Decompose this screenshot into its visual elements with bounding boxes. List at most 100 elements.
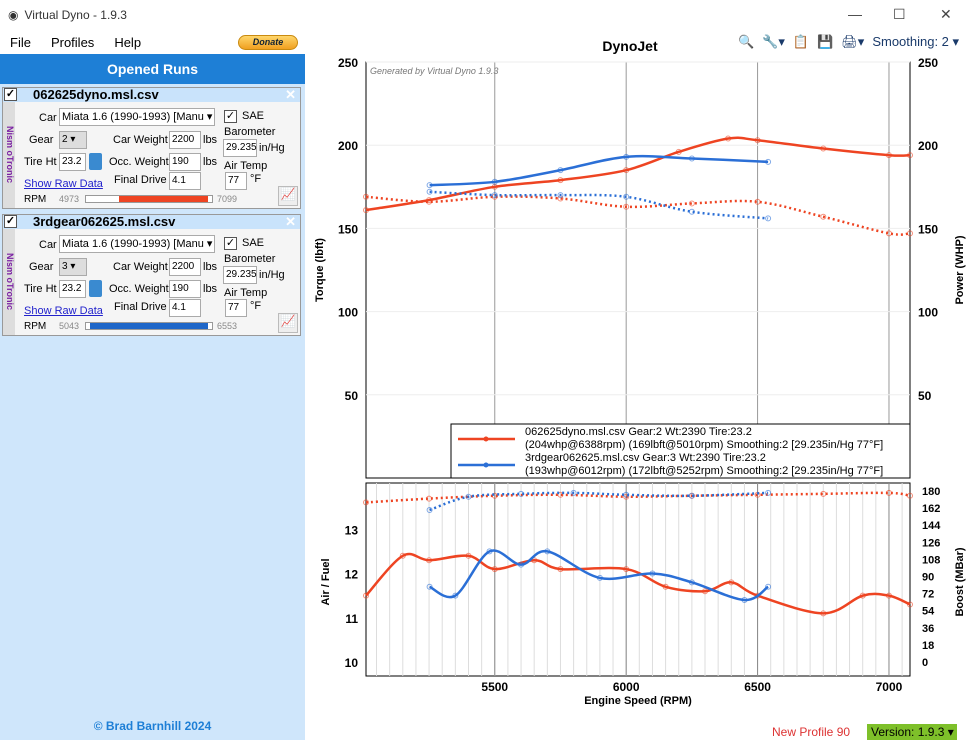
settings-icon[interactable]: 🔧▾	[762, 34, 785, 49]
profile-status[interactable]: New Profile 90	[772, 725, 851, 739]
air-temp-input[interactable]: 77	[225, 299, 247, 317]
save-icon[interactable]: 💾	[817, 34, 834, 49]
clipboard-icon[interactable]: 📋	[792, 34, 810, 49]
barometer-input[interactable]: 29.235	[223, 266, 257, 284]
afr-tick-label: 12	[345, 568, 359, 582]
data-point	[557, 491, 564, 498]
data-point	[885, 152, 892, 159]
menu-bar: File Profiles Help	[0, 30, 305, 54]
menu-help[interactable]: Help	[114, 34, 142, 50]
rpm-max: 6553	[217, 321, 238, 331]
boost-tick-label: 180	[922, 486, 940, 498]
gear-select[interactable]: 2 ▾	[59, 131, 87, 149]
boost-tick-label: 90	[922, 572, 934, 584]
torque-tick-label: 200	[338, 139, 358, 153]
rpm-range-fill	[90, 323, 208, 329]
legend-marker	[483, 462, 489, 468]
data-point	[623, 167, 630, 174]
data-point	[426, 495, 433, 502]
air-temp-unit: °F	[250, 300, 262, 312]
run-visible-checkbox[interactable]: ✓	[4, 215, 17, 228]
data-point	[426, 507, 433, 513]
series-line-2	[429, 154, 769, 187]
car-weight-input[interactable]: 2200	[169, 131, 201, 149]
torque-tick-label: 100	[338, 306, 358, 320]
power-tick-label: 200	[918, 139, 938, 153]
maximize-icon[interactable]: ☐	[893, 6, 906, 22]
rpm-range-fill	[119, 196, 208, 202]
tire-calculator-icon[interactable]	[89, 153, 102, 170]
final-drive-input[interactable]: 4.1	[169, 299, 201, 317]
menu-profiles[interactable]: Profiles	[50, 34, 95, 50]
baro-unit: in/Hg	[259, 269, 285, 281]
data-point	[907, 492, 913, 499]
car-select[interactable]: Miata 1.6 (1990-1993) [Manu ▾	[59, 235, 215, 253]
occ-weight-input[interactable]: 190	[169, 153, 201, 171]
sae-checkbox[interactable]: ✓	[224, 237, 237, 250]
rpm-range-slider[interactable]	[85, 195, 213, 203]
afr-series-line-0	[365, 552, 911, 615]
tire-calculator-icon[interactable]	[89, 280, 102, 297]
data-point	[765, 158, 772, 165]
gear-label: Gear	[29, 261, 54, 273]
run-title-bar: ✓ 3rdgear062625.msl.csv ✕	[3, 215, 300, 229]
run-visible-checkbox[interactable]: ✓	[4, 88, 17, 101]
data-point	[688, 155, 695, 162]
tire-height-input[interactable]: 23.2	[59, 280, 86, 298]
rpm-tick-label: 7000	[876, 680, 903, 694]
donate-button[interactable]: Donate	[238, 35, 298, 50]
torque-tick-label: 50	[345, 389, 359, 403]
data-point	[491, 178, 498, 185]
torque-plot-area	[365, 61, 911, 479]
graph-icon[interactable]: 📈	[278, 313, 298, 333]
data-point	[491, 192, 498, 199]
torque-tick-label: 250	[338, 56, 358, 70]
occ-weight-label: Occ. Weight	[109, 283, 169, 295]
car-select[interactable]: Miata 1.6 (1990-1993) [Manu ▾	[59, 108, 215, 126]
chart-toolbar: 🔍 🔧▾ 📋 💾 🖨▾ Smoothing: 2 ▾	[738, 34, 959, 50]
car-weight-input[interactable]: 2200	[169, 258, 201, 276]
tire-height-input[interactable]: 23.2	[59, 153, 86, 171]
data-point	[662, 583, 669, 590]
version-dropdown[interactable]: Version: 1.9.3 ▾	[867, 724, 957, 740]
gear-label: Gear	[29, 134, 54, 146]
menu-file[interactable]: File	[10, 34, 31, 50]
data-point	[754, 198, 761, 205]
data-point	[544, 548, 551, 555]
gear-select[interactable]: 3 ▾	[59, 258, 87, 276]
close-run-icon[interactable]: ✕	[285, 214, 296, 229]
close-icon[interactable]: ✕	[940, 6, 952, 22]
data-point	[426, 182, 433, 189]
sae-checkbox[interactable]: ✓	[224, 110, 237, 123]
show-raw-data-link[interactable]: Show Raw Data	[24, 178, 103, 190]
rpm-range-slider[interactable]	[85, 322, 213, 330]
car-weight-label: Car Weight	[113, 134, 168, 146]
final-drive-input[interactable]: 4.1	[169, 172, 201, 190]
close-run-icon[interactable]: ✕	[285, 87, 296, 102]
air-temp-label: Air Temp	[224, 160, 268, 172]
print-icon[interactable]: 🖨▾	[841, 34, 865, 49]
data-point	[859, 592, 866, 599]
zoom-out-icon[interactable]: 🔍	[738, 34, 755, 49]
data-point	[518, 561, 525, 568]
lbs-label: lbs	[203, 261, 218, 273]
occ-weight-input[interactable]: 190	[169, 280, 201, 298]
series-line-1	[365, 195, 911, 236]
graph-icon[interactable]: 📈	[278, 186, 298, 206]
minimize-icon[interactable]: —	[848, 6, 862, 22]
barometer-input[interactable]: 29.235	[223, 139, 257, 157]
data-point	[907, 230, 913, 237]
data-point	[728, 579, 735, 586]
afr-plot-area	[365, 482, 911, 677]
data-point	[557, 177, 564, 184]
smoothing-dropdown[interactable]: Smoothing: 2 ▾	[872, 34, 960, 49]
run-title-bar: ✓ 062625dyno.msl.csv ✕	[3, 88, 300, 102]
show-raw-data-link[interactable]: Show Raw Data	[24, 305, 103, 317]
boost-axis-label: Boost (MBar)	[954, 547, 966, 616]
air-temp-input[interactable]: 77	[225, 172, 247, 190]
occ-weight-label: Occ. Weight	[109, 156, 169, 168]
sidebar-header: Opened Runs	[0, 54, 305, 84]
data-point	[426, 198, 433, 205]
data-point	[465, 552, 472, 559]
data-point	[596, 574, 603, 581]
